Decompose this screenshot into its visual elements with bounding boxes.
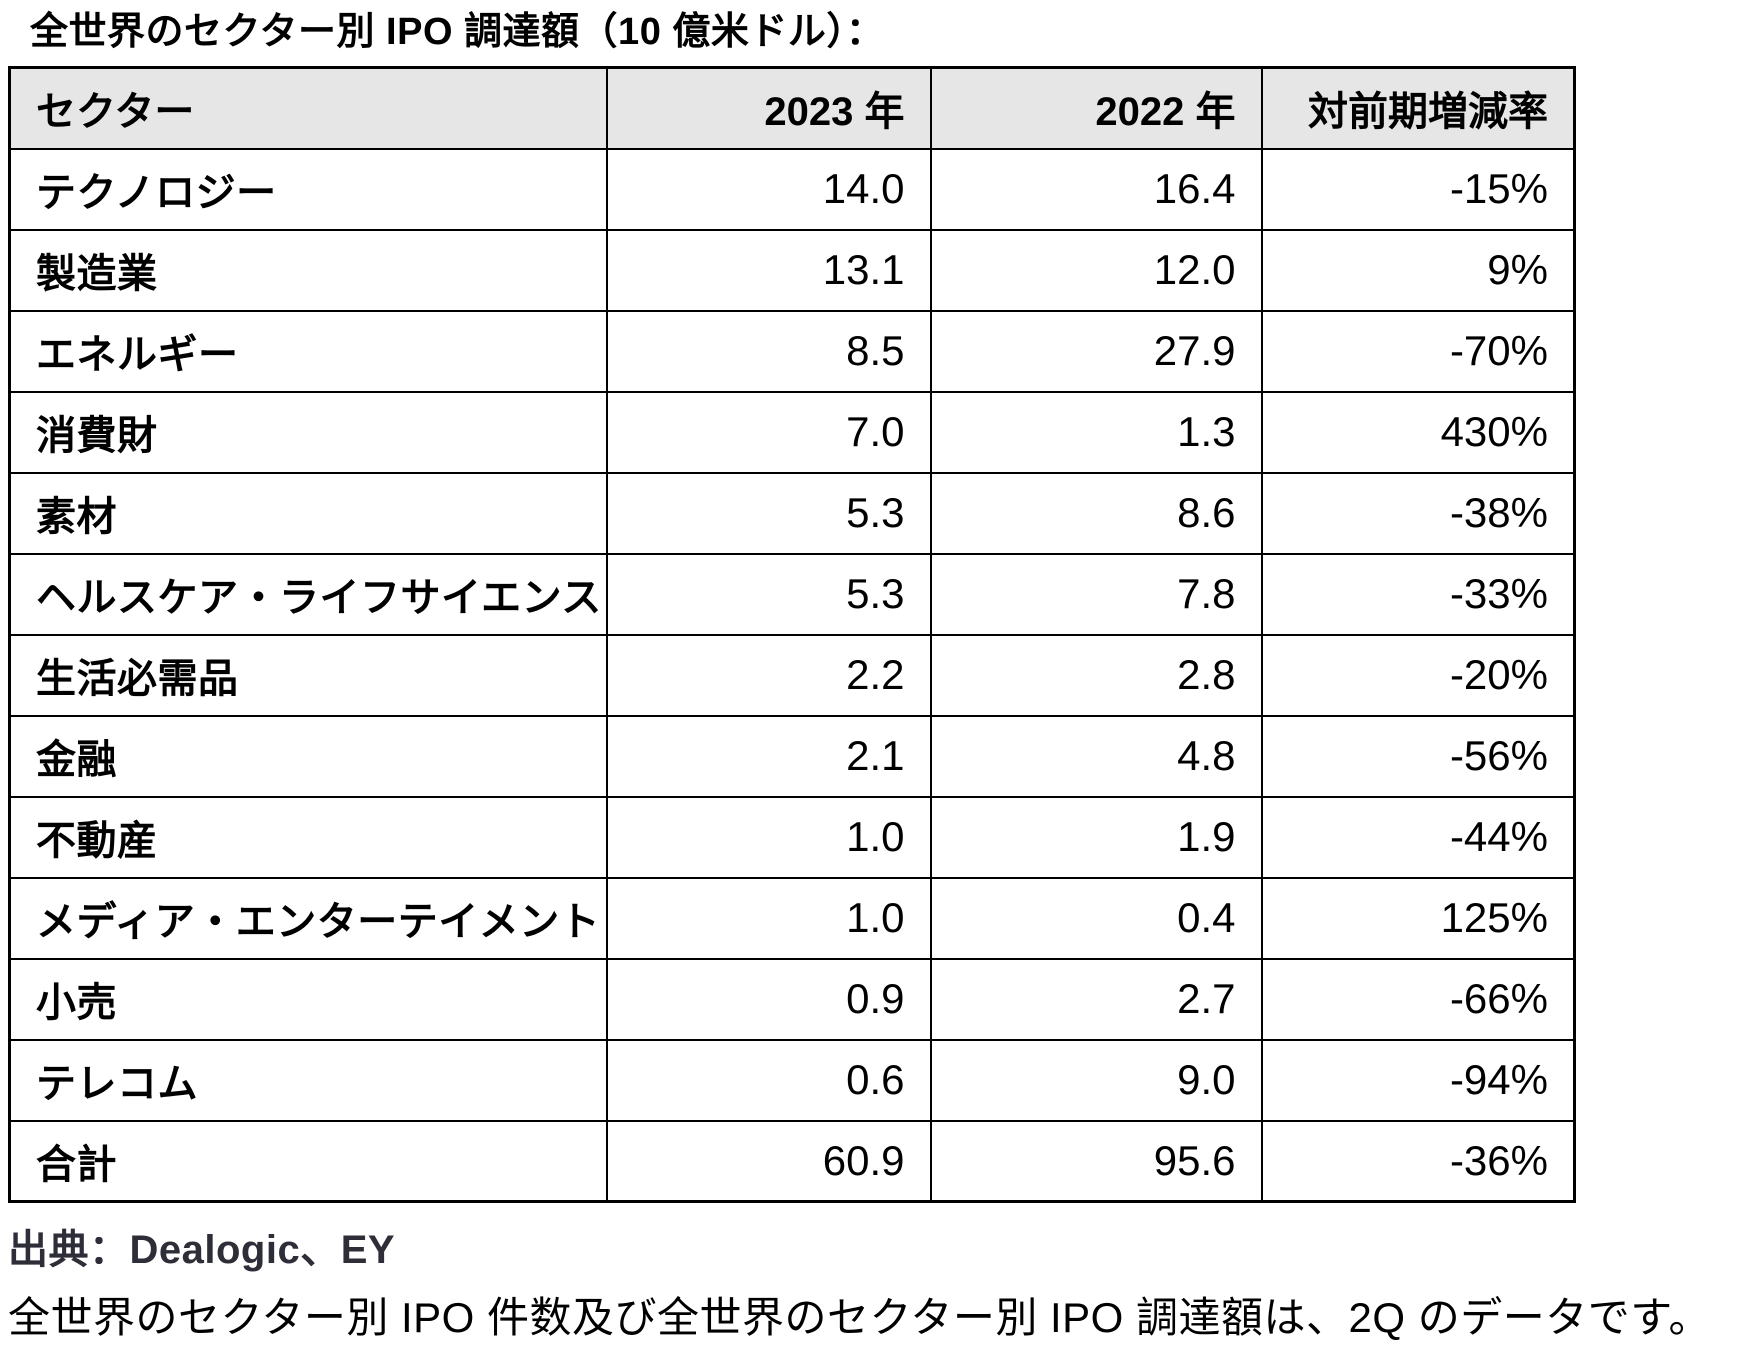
sector-name-cell: 素材 — [8, 471, 608, 555]
value-2023-cell: 14.0 — [605, 147, 932, 231]
value-2023-cell: 0.6 — [605, 1038, 932, 1122]
value-2022-cell: 2.7 — [929, 957, 1263, 1041]
table-row: エネルギー 8.5 27.9 -70% — [8, 309, 1576, 393]
value-2022-cell: 12.0 — [929, 228, 1263, 312]
value-2022-cell: 2.8 — [929, 633, 1263, 717]
ipo-sector-table: セクター 2023 年 2022 年 対前期増減率 テクノロジー 14.0 16… — [8, 66, 1576, 1204]
value-2023-cell: 13.1 — [605, 228, 932, 312]
page-title: 全世界のセクター別 IPO 調達額（10 億米ドル）： — [30, 11, 885, 53]
change-rate-cell: -66% — [1260, 957, 1576, 1041]
table-header-row: セクター 2023 年 2022 年 対前期増減率 — [8, 66, 1576, 150]
change-rate-cell: -33% — [1260, 552, 1576, 636]
value-2022-cell: 27.9 — [929, 309, 1263, 393]
value-2022-cell: 95.6 — [929, 1119, 1263, 1203]
change-rate-cell: 125% — [1260, 876, 1576, 960]
value-2023-cell: 60.9 — [605, 1119, 932, 1203]
sector-name-cell: 生活必需品 — [8, 633, 608, 717]
source-attribution: 出典：Dealogic、EY — [8, 1228, 396, 1273]
column-header-2023: 2023 年 — [605, 66, 932, 150]
value-2022-cell: 9.0 — [929, 1038, 1263, 1122]
table-row-total: 合計 60.9 95.6 -36% — [8, 1119, 1576, 1203]
change-rate-cell: -38% — [1260, 471, 1576, 555]
value-2022-cell: 0.4 — [929, 876, 1263, 960]
value-2022-cell: 1.3 — [929, 390, 1263, 474]
change-rate-cell: -94% — [1260, 1038, 1576, 1122]
change-rate-cell: -56% — [1260, 714, 1576, 798]
table-row: テクノロジー 14.0 16.4 -15% — [8, 147, 1576, 231]
column-header-2022: 2022 年 — [929, 66, 1263, 150]
sector-name-cell: メディア・エンターテイメント — [8, 876, 608, 960]
table-row: テレコム 0.6 9.0 -94% — [8, 1038, 1576, 1122]
table-header: セクター 2023 年 2022 年 対前期増減率 — [8, 66, 1576, 150]
value-2023-cell: 0.9 — [605, 957, 932, 1041]
value-2022-cell: 1.9 — [929, 795, 1263, 879]
sector-name-cell: 消費財 — [8, 390, 608, 474]
value-2022-cell: 16.4 — [929, 147, 1263, 231]
sector-name-cell: 小売 — [8, 957, 608, 1041]
value-2022-cell: 7.8 — [929, 552, 1263, 636]
table-row: 素材 5.3 8.6 -38% — [8, 471, 1576, 555]
table-row: 小売 0.9 2.7 -66% — [8, 957, 1576, 1041]
table-row: 金融 2.1 4.8 -56% — [8, 714, 1576, 798]
change-rate-cell: -36% — [1260, 1119, 1576, 1203]
table-row: 生活必需品 2.2 2.8 -20% — [8, 633, 1576, 717]
table-row: 製造業 13.1 12.0 9% — [8, 228, 1576, 312]
sector-name-cell: ヘルスケア・ライフサイエンス — [8, 552, 608, 636]
sector-name-cell: テレコム — [8, 1038, 608, 1122]
change-rate-cell: -70% — [1260, 309, 1576, 393]
footnote: 全世界のセクター別 IPO 件数及び全世界のセクター別 IPO 調達額は、2Q … — [8, 1294, 1712, 1342]
table-row: 消費財 7.0 1.3 430% — [8, 390, 1576, 474]
change-rate-cell: 430% — [1260, 390, 1576, 474]
value-2023-cell: 5.3 — [605, 552, 932, 636]
sector-name-cell: 合計 — [8, 1119, 608, 1203]
change-rate-cell: -15% — [1260, 147, 1576, 231]
value-2023-cell: 2.2 — [605, 633, 932, 717]
value-2023-cell: 7.0 — [605, 390, 932, 474]
value-2023-cell: 5.3 — [605, 471, 932, 555]
change-rate-cell: -44% — [1260, 795, 1576, 879]
table-body: テクノロジー 14.0 16.4 -15% 製造業 13.1 12.0 9% エ… — [8, 147, 1576, 1203]
value-2023-cell: 1.0 — [605, 795, 932, 879]
sector-name-cell: 金融 — [8, 714, 608, 798]
value-2022-cell: 8.6 — [929, 471, 1263, 555]
value-2022-cell: 4.8 — [929, 714, 1263, 798]
value-2023-cell: 2.1 — [605, 714, 932, 798]
table-row: メディア・エンターテイメント 1.0 0.4 125% — [8, 876, 1576, 960]
sector-name-cell: 製造業 — [8, 228, 608, 312]
value-2023-cell: 1.0 — [605, 876, 932, 960]
change-rate-cell: -20% — [1260, 633, 1576, 717]
sector-name-cell: テクノロジー — [8, 147, 608, 231]
sector-name-cell: エネルギー — [8, 309, 608, 393]
table-row: ヘルスケア・ライフサイエンス 5.3 7.8 -33% — [8, 552, 1576, 636]
sector-name-cell: 不動産 — [8, 795, 608, 879]
table-row: 不動産 1.0 1.9 -44% — [8, 795, 1576, 879]
change-rate-cell: 9% — [1260, 228, 1576, 312]
column-header-change: 対前期増減率 — [1260, 66, 1576, 150]
column-header-sector: セクター — [8, 66, 608, 150]
value-2023-cell: 8.5 — [605, 309, 932, 393]
